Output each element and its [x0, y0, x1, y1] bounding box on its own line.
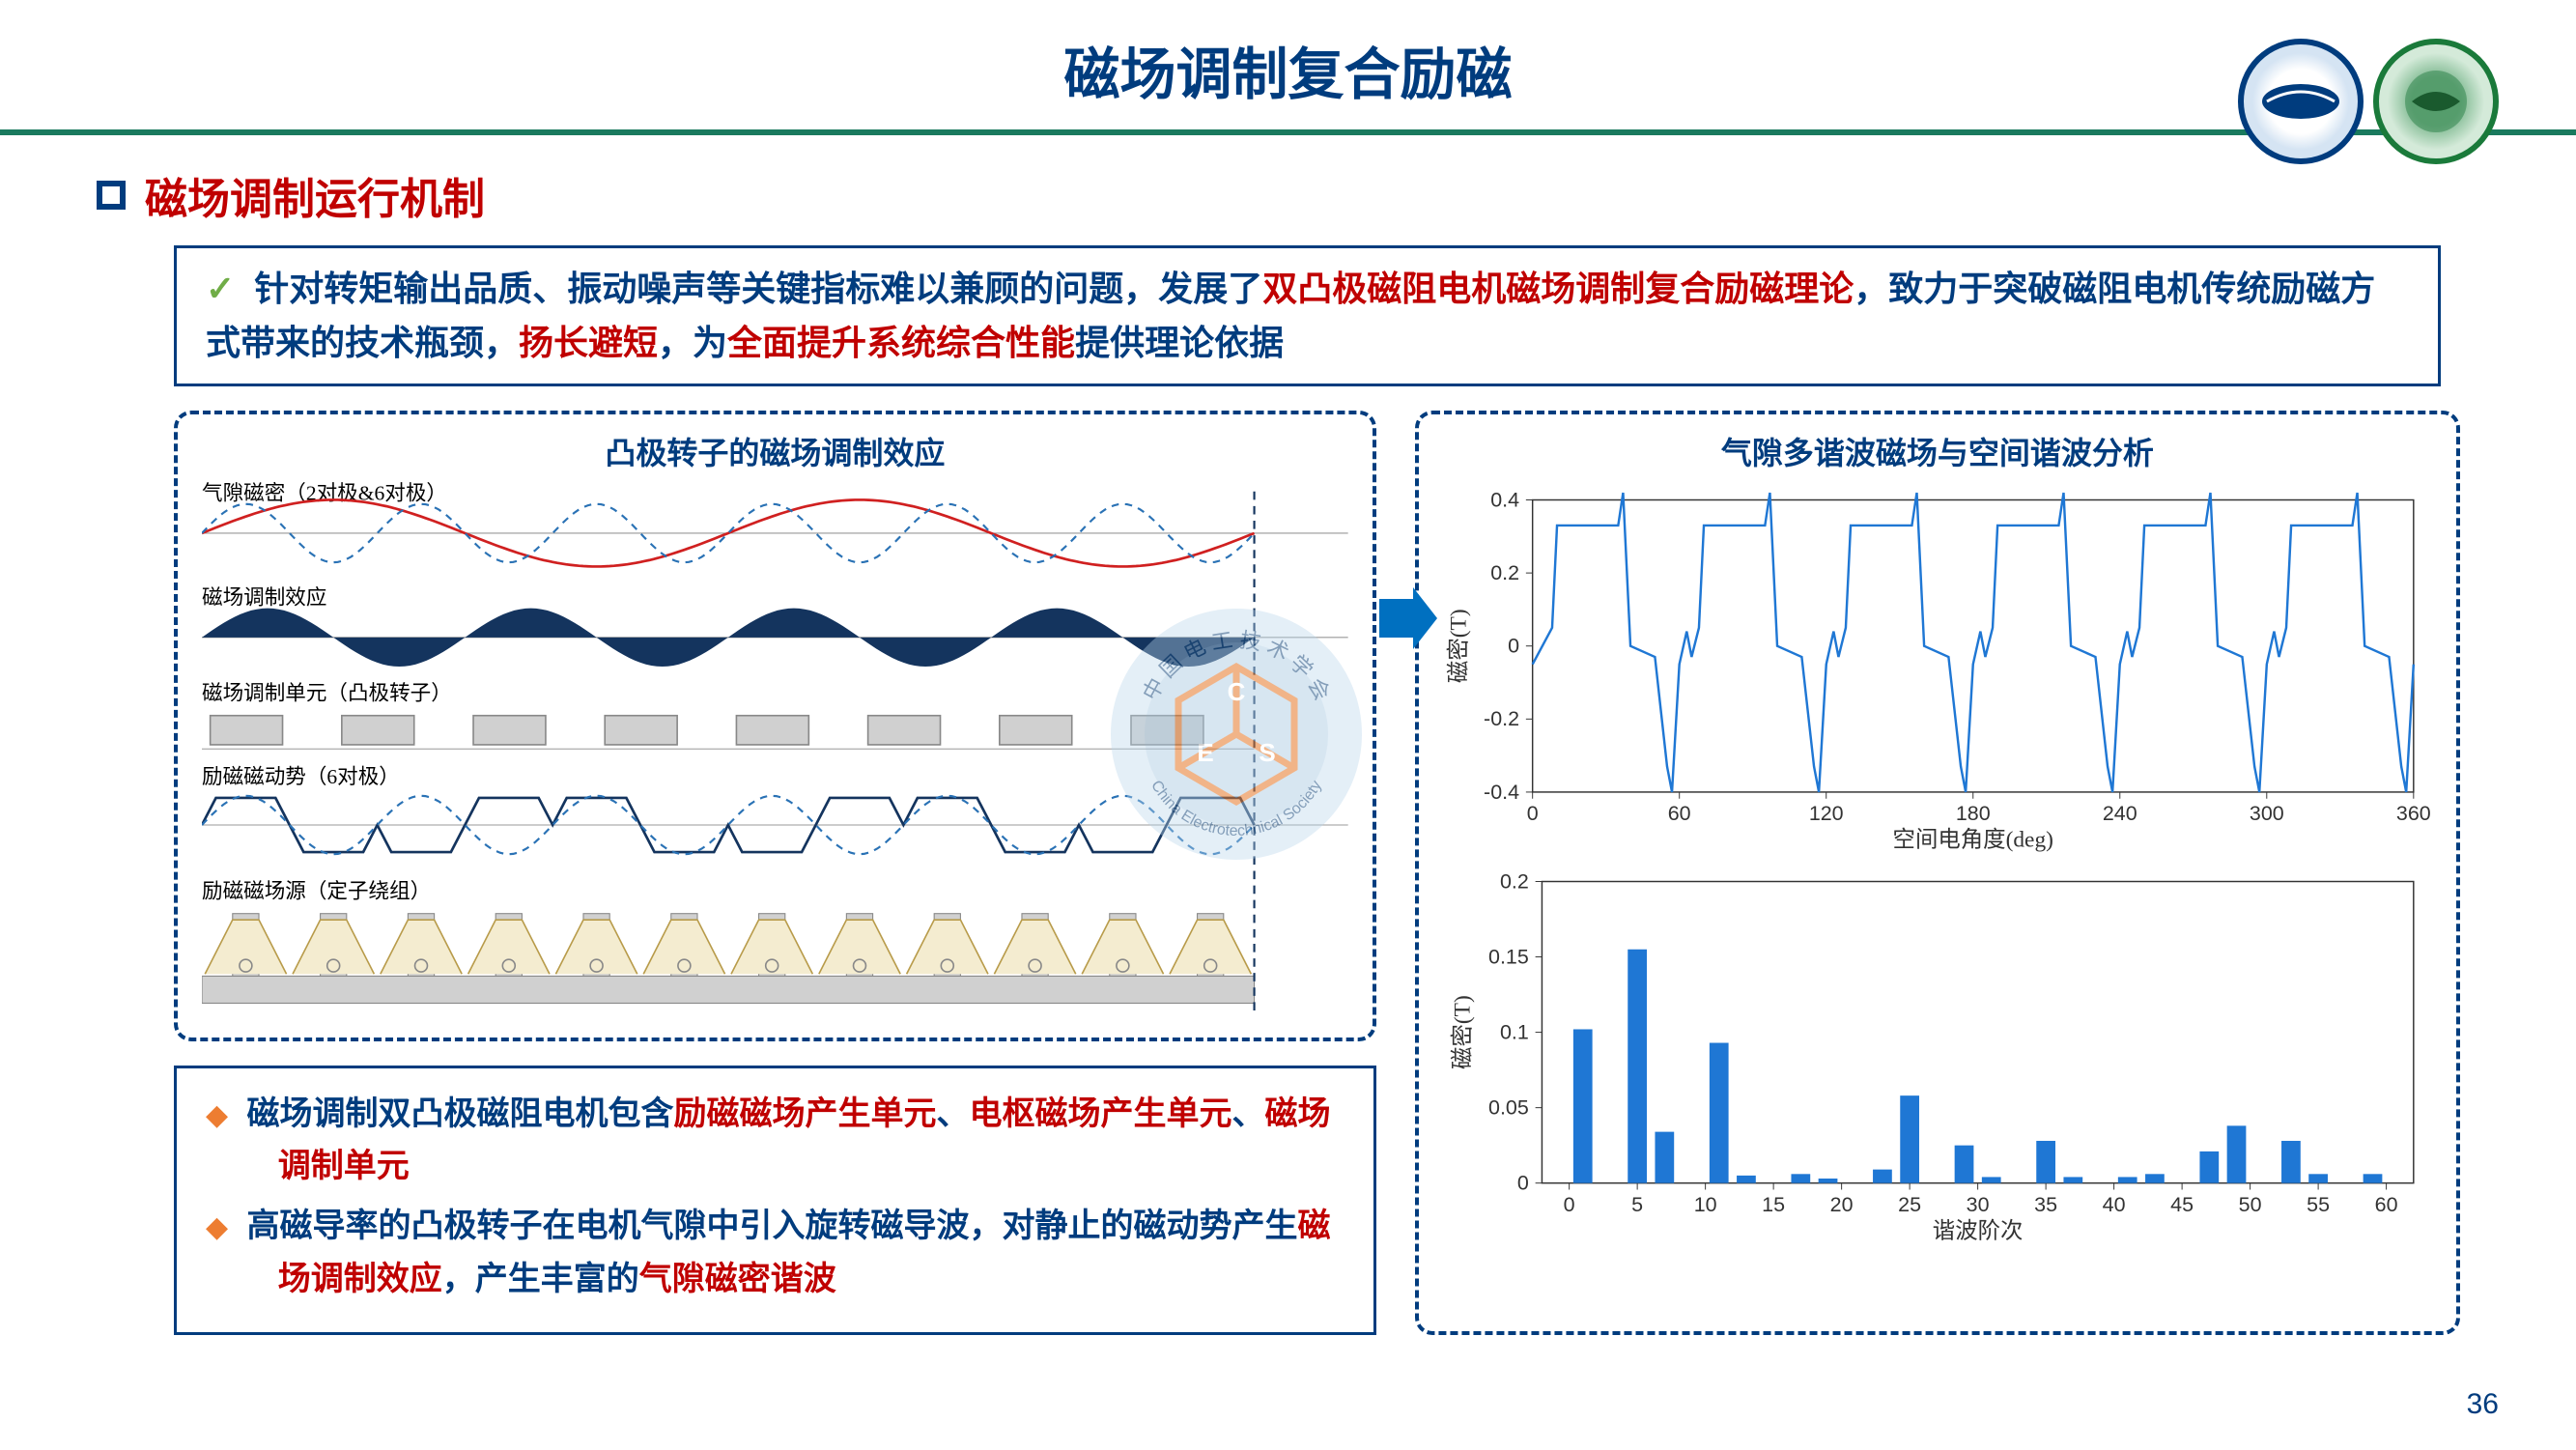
intro-text-3: ，为: [658, 323, 727, 362]
left-panel-title: 凸极转子的磁场调制效应: [202, 429, 1348, 473]
bullet-2: ◆ 高磁导率的凸极转子在电机气隙中引入旋转磁导波，对静止的磁动势产生磁场调制效应…: [206, 1200, 1345, 1305]
svg-text:-0.4: -0.4: [1484, 780, 1519, 803]
svg-text:300: 300: [2250, 802, 2284, 825]
divider: [0, 129, 2576, 135]
green-logo: [2373, 39, 2499, 164]
svg-text:0: 0: [1517, 1171, 1529, 1194]
svg-text:S: S: [1259, 738, 1275, 767]
svg-text:40: 40: [2102, 1193, 2125, 1216]
svg-text:磁场调制效应: 磁场调制效应: [202, 585, 326, 609]
intro-red-1: 双凸极磁阻电机磁场调制复合励磁理论: [1262, 269, 1854, 308]
svg-text:50: 50: [2238, 1193, 2261, 1216]
svg-text:0: 0: [1526, 802, 1538, 825]
svg-text:15: 15: [1762, 1193, 1785, 1216]
svg-text:180: 180: [1956, 802, 1991, 825]
svg-text:60: 60: [2374, 1193, 2397, 1216]
section-heading: 磁场调制运行机制: [145, 164, 485, 226]
svg-text:240: 240: [2103, 802, 2137, 825]
bullet-1: ◆ 磁场调制双凸极磁阻电机包含励磁磁场产生单元、电枢磁场产生单元、磁场调制单元: [206, 1088, 1345, 1193]
flux-density-line-chart: 0 60 120 180 240 300 360 -0.4 -0.2 0 0.2 0.4 空间电角度(d…: [1443, 481, 2432, 858]
intro-text-1: 针对转矩输出品质、振动噪声等关键指标难以兼顾的问题，发展了: [254, 269, 1262, 308]
svg-text:60: 60: [1667, 802, 1690, 825]
harmonic-bar-chart: 0 5 10 15 20 25 30 35 40 45 50 55 60 0 0.05 0.1 0.15 0.2 谐…: [1443, 863, 2432, 1249]
svg-text:30: 30: [1966, 1193, 1989, 1216]
right-charts-panel: 气隙多谐波磁场与空间谐波分析 060120180240300360-0.4-0.…: [1415, 411, 2460, 1336]
arrow-icon: [1374, 584, 1442, 657]
svg-text:0.2: 0.2: [1490, 561, 1519, 584]
svg-text:55: 55: [2307, 1193, 2330, 1216]
slide-title: 磁场调制复合励磁: [1063, 29, 1512, 110]
svg-text:0: 0: [1508, 634, 1519, 657]
svg-text:磁密(T): 磁密(T): [1449, 995, 1475, 1069]
bullet-callout: ◆ 磁场调制双凸极磁阻电机包含励磁磁场产生单元、电枢磁场产生单元、磁场调制单元 …: [174, 1066, 1376, 1336]
svg-text:励磁磁动势（6对极）: 励磁磁动势（6对极）: [202, 764, 400, 787]
svg-text:磁场调制单元（凸极转子）: 磁场调制单元（凸极转子）: [202, 681, 452, 704]
svg-text:谐波阶次: 谐波阶次: [1932, 1217, 2023, 1243]
svg-text:45: 45: [2170, 1193, 2194, 1216]
ces-watermark: 中 国 电 工 技 术 学 会 China Electrotechnical S…: [1101, 599, 1372, 874]
svg-text:磁密(T): 磁密(T): [1445, 609, 1471, 683]
right-panel-title: 气隙多谐波磁场与空间谐波分析: [1443, 429, 2432, 473]
intro-text-4: 提供理论依据: [1075, 323, 1284, 362]
intro-red-3: 全面提升系统综合性能: [727, 323, 1075, 362]
svg-text:0.2: 0.2: [1500, 869, 1529, 893]
svg-text:5: 5: [1631, 1193, 1643, 1216]
svg-text:10: 10: [1693, 1193, 1716, 1216]
svg-text:C: C: [1228, 677, 1246, 706]
svg-text:35: 35: [2034, 1193, 2057, 1216]
diamond-icon: ◆: [206, 1211, 228, 1243]
svg-text:0.05: 0.05: [1488, 1095, 1529, 1119]
svg-text:0.4: 0.4: [1490, 488, 1519, 511]
intro-callout: ✓ 针对转矩输出品质、振动噪声等关键指标难以兼顾的问题，发展了双凸极磁阻电机磁场…: [174, 245, 2441, 386]
svg-text:空间电角度(deg): 空间电角度(deg): [1892, 826, 2052, 852]
hust-logo: [2238, 39, 2364, 164]
svg-text:0: 0: [1563, 1193, 1574, 1216]
svg-text:-0.2: -0.2: [1484, 707, 1519, 730]
logo-group: [2238, 39, 2499, 164]
intro-red-2: 扬长避短: [519, 323, 658, 362]
diamond-icon: ◆: [206, 1099, 228, 1131]
page-number: 36: [2467, 1388, 2499, 1421]
svg-text:0.1: 0.1: [1500, 1020, 1529, 1043]
square-bullet-icon: [97, 181, 126, 210]
svg-text:E: E: [1197, 738, 1213, 767]
svg-text:25: 25: [1898, 1193, 1921, 1216]
svg-text:360: 360: [2396, 802, 2431, 825]
svg-text:120: 120: [1808, 802, 1843, 825]
svg-text:励磁磁场源（定子绕组）: 励磁磁场源（定子绕组）: [202, 879, 431, 902]
svg-text:0.15: 0.15: [1488, 945, 1529, 968]
svg-text:20: 20: [1829, 1193, 1853, 1216]
check-icon: ✓: [206, 269, 235, 308]
